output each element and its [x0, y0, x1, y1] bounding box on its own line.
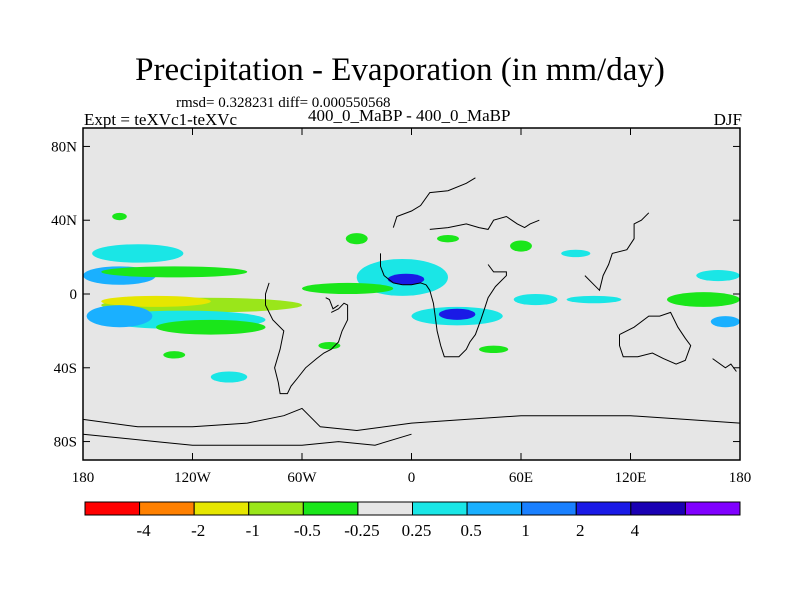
colorbar-box-1	[139, 501, 195, 516]
field-blob-22	[112, 212, 127, 221]
coastline-10	[83, 407, 740, 432]
field-blob-12	[302, 282, 394, 295]
coastline-2	[425, 264, 507, 358]
coastline-1	[325, 297, 339, 310]
field-blob-20	[210, 371, 248, 383]
colorbar-box-0	[84, 501, 141, 516]
field-blob-23	[345, 233, 368, 245]
field-blob-26	[561, 249, 591, 258]
center-label: 400_0_MaBP - 400_0_MaBP	[308, 106, 511, 125]
colorbar-label-2: -1	[246, 521, 260, 540]
left-label: Expt = teXVc1-teXVc	[84, 110, 238, 129]
x-tick-label-4: 60E	[509, 470, 533, 486]
y-tick-label-0: 80N	[51, 139, 77, 155]
field-blob-27	[479, 345, 509, 354]
coastline-layer	[83, 177, 740, 446]
y-tick-label-1: 40N	[51, 213, 77, 229]
field-blob-16	[566, 295, 622, 304]
y-tick-label-2: 0	[70, 287, 78, 303]
colorbar-label-5: 0.25	[402, 521, 432, 540]
colorbar-label-6: 0.5	[460, 521, 481, 540]
field-blob-28	[318, 341, 341, 350]
colorbar-label-8: 2	[576, 521, 585, 540]
colorbar-box-7	[466, 501, 523, 516]
x-tick-label-5: 120E	[615, 470, 647, 486]
coastline-11	[83, 433, 412, 446]
field-blob-17	[667, 292, 740, 307]
axis-layer: 180 120W 60W 0 60E 120E 180 80N 40N 0 40S 80S	[51, 128, 751, 486]
field-blob-14	[438, 308, 476, 320]
field-blob-4	[156, 319, 266, 335]
field-blob-19	[710, 316, 740, 328]
field-blob-21	[163, 351, 186, 359]
field-blob-24	[437, 234, 459, 243]
coastline-0	[265, 282, 349, 395]
coastline-5	[429, 215, 540, 230]
colorbar-label-1: -2	[191, 521, 205, 540]
colorbar-box-5	[357, 501, 413, 516]
colorbar-label-3: -0.5	[294, 521, 321, 540]
colorbar-box-4	[302, 501, 359, 516]
field-blob-6	[92, 244, 184, 263]
field-blob-8	[101, 266, 248, 278]
coastline-8	[619, 311, 692, 365]
coastline-6	[392, 177, 476, 228]
y-tick-label-3: 40S	[54, 361, 77, 377]
x-tick-label-3: 0	[408, 470, 416, 486]
x-tick-label-0: 180	[72, 470, 95, 486]
coastline-3	[402, 282, 427, 286]
colorbar: -4 -2 -1 -0.5 -0.25 0.25 0.5 1 2 4	[84, 501, 741, 540]
field-layer	[83, 212, 740, 383]
colorbar-box-11	[684, 501, 741, 516]
field-blob-18	[696, 270, 740, 282]
coastline-7	[584, 212, 650, 292]
colorbar-box-9	[575, 501, 632, 516]
x-tick-label-6: 180	[729, 470, 752, 486]
season-label: DJF	[713, 110, 742, 129]
colorbar-label-0: -4	[136, 521, 151, 540]
chart-subtitle: rmsd= 0.328231 diff= 0.000550568	[176, 95, 391, 111]
field-blob-5	[86, 305, 153, 328]
y-tick-label-4: 80S	[54, 435, 77, 451]
colorbar-box-10	[630, 501, 686, 516]
colorbar-label-4: -0.25	[344, 521, 379, 540]
field-blob-15	[513, 294, 558, 306]
field-blob-2	[101, 295, 211, 307]
colorbar-box-6	[412, 501, 468, 516]
colorbar-box-3	[248, 501, 304, 516]
coastline-4	[380, 253, 403, 286]
colorbar-label-9: 4	[631, 521, 640, 540]
field-blob-25	[510, 240, 532, 252]
field-blob-11	[387, 273, 425, 285]
chart-title: Precipitation - Evaporation (in mm/day)	[135, 52, 665, 88]
x-tick-label-2: 60W	[287, 470, 317, 486]
colorbar-box-2	[193, 501, 250, 516]
colorbar-label-7: 1	[521, 521, 530, 540]
colorbar-box-8	[521, 501, 577, 516]
x-tick-label-1: 120W	[174, 470, 212, 486]
